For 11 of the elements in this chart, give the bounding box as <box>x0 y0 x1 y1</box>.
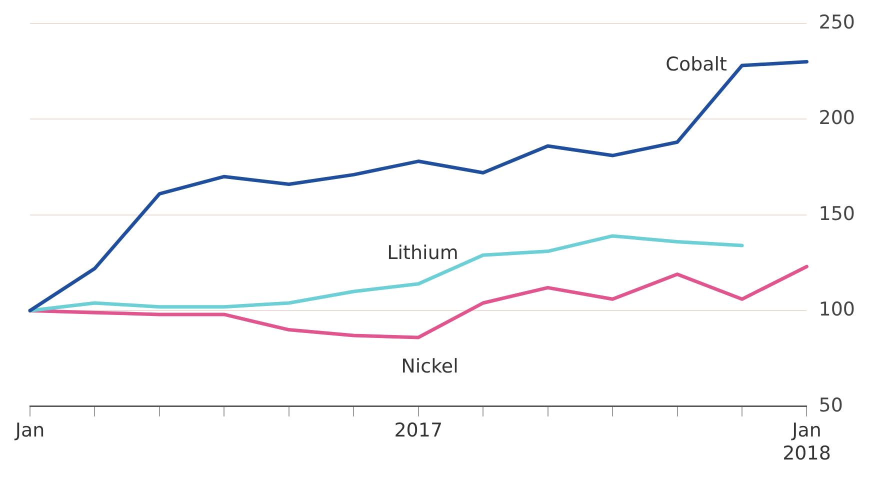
x-tick-label: Jan <box>14 420 45 442</box>
y-tick-label: 150 <box>818 202 855 225</box>
y-tick-label: 100 <box>818 298 855 321</box>
x-tick-label: Jan 2018 <box>782 420 831 465</box>
series-label: Cobalt <box>666 53 728 76</box>
series-label: Nickel <box>401 355 458 378</box>
y-tick-label: 50 <box>818 394 843 416</box>
series-label: Lithium <box>387 242 458 264</box>
y-tick-label: 250 <box>818 11 855 34</box>
x-tick-label: 2017 <box>394 420 443 442</box>
y-tick-label: 200 <box>818 107 855 130</box>
